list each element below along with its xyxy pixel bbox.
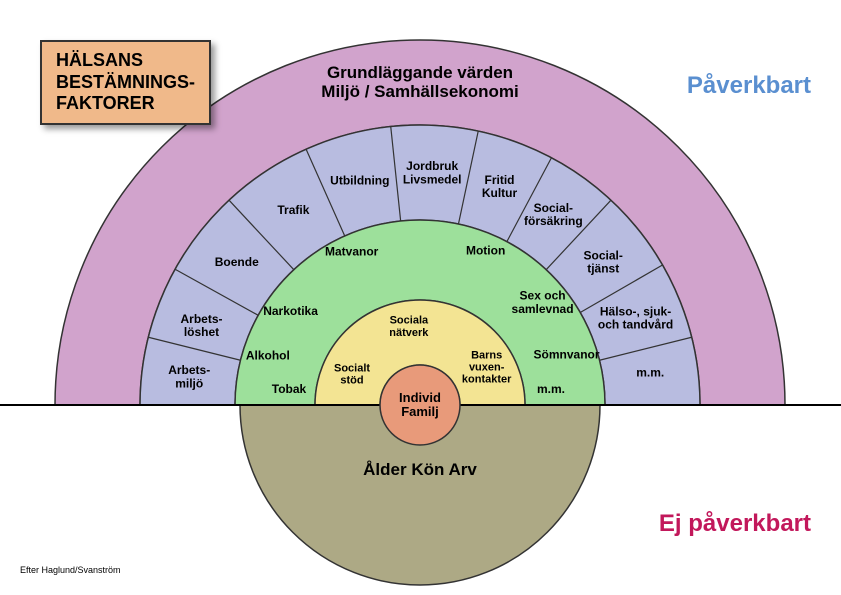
sector-label: Utbildning [330, 173, 389, 187]
sector-label: Boende [215, 255, 259, 269]
center-label: IndividFamilj [399, 390, 441, 419]
sector-label: Trafik [277, 203, 309, 217]
credit-text: Efter Haglund/Svanström [20, 565, 121, 575]
svg-text:Grundläggande värdenMiljö / Sa: Grundläggande värdenMiljö / Samhällsekon… [321, 63, 518, 101]
label-ej-paverkbart: Ej påverkbart [659, 510, 811, 538]
title-box: HÄLSANS BESTÄMNINGS- FAKTORER [40, 40, 211, 125]
sector-label: Social-tjänst [584, 248, 623, 275]
green-label: Alkohol [246, 349, 290, 363]
green-label: Narkotika [263, 304, 318, 318]
sector-label: Arbets-löshet [181, 312, 223, 339]
green-label: Tobak [272, 382, 307, 396]
sector-label: FritidKultur [482, 173, 518, 200]
green-label: Motion [466, 243, 505, 257]
green-label: Sex ochsamlevnad [512, 289, 574, 316]
yellow-label: Socialanätverk [389, 315, 429, 339]
sector-label: JordbrukLivsmedel [403, 159, 462, 186]
green-label: m.m. [537, 382, 565, 396]
green-label: Sömnvanor [534, 348, 600, 362]
sector-label: Hälso-, sjuk-och tandvård [598, 304, 673, 331]
sector-label: m.m. [636, 366, 664, 380]
bottom-arc-labels: Ålder Kön Arv [363, 460, 477, 479]
green-label: Matvanor [325, 245, 379, 259]
label-paverkbart: Påverkbart [687, 72, 811, 100]
